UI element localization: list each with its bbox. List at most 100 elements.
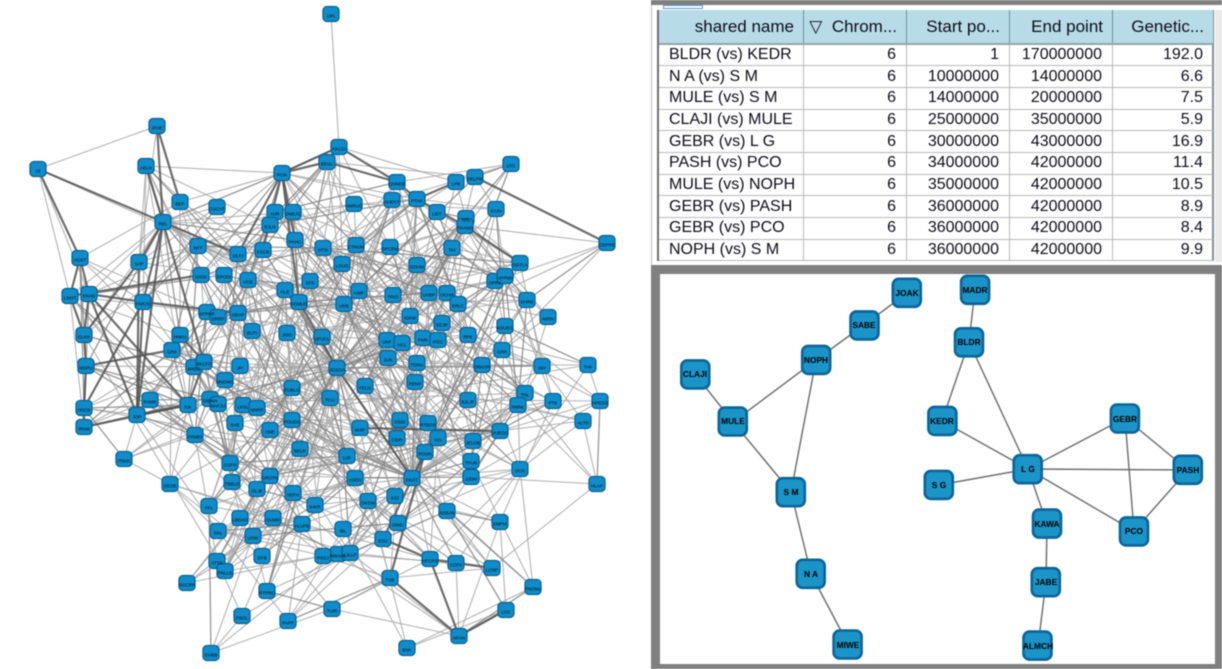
svg-text:AELH: AELH [140,166,152,171]
svg-text:RPK: RPK [463,335,472,340]
svg-text:JGSOA: JGSOA [329,368,344,373]
svg-text:COFK: COFK [450,563,463,568]
svg-text:RTBOS: RTBOS [420,423,435,428]
svg-text:JFHE: JFHE [151,126,162,131]
svg-text:FNRJS: FNRJS [136,302,151,307]
svg-text:NSBJN: NSBJN [440,511,455,516]
svg-text:SFS: SFS [306,281,315,286]
svg-text:RMAHC: RMAHC [330,554,347,559]
svg-text:LIDT: LIDT [432,212,442,217]
svg-text:MSPU: MSPU [79,366,92,371]
svg-text:KAWA: KAWA [1034,519,1059,529]
svg-text:AIMF: AIMF [354,291,365,296]
svg-text:UKF: UKF [383,340,392,345]
svg-text:PENP: PENP [409,382,421,387]
svg-text:REL: REL [159,222,168,227]
svg-text:OLTJ: OLTJ [233,254,244,259]
svg-text:JABE: JABE [1035,577,1058,587]
svg-text:PNONU: PNONU [525,587,541,592]
svg-text:BUTI: BUTI [247,331,257,336]
svg-text:IHKR: IHKR [310,505,322,510]
svg-text:EJLN: EJLN [264,225,275,230]
svg-text:OCHR: OCHR [440,293,454,298]
svg-text:GRR: GRR [497,350,508,355]
svg-text:SEFH: SEFH [287,493,299,498]
svg-text:KKLGI: KKLGI [332,147,345,152]
svg-text:PCO: PCO [1125,526,1144,536]
svg-text:AGGT: AGGT [74,258,87,263]
svg-text:ADEN: ADEN [349,478,362,483]
svg-text:JJDM: JJDM [465,477,477,482]
svg-text:GFCRM: GFCRM [382,247,399,252]
svg-text:MIWE: MIWE [837,640,860,650]
svg-text:HNE: HNE [265,430,275,435]
svg-text:HFCRS: HFCRS [422,559,438,564]
svg-text:S M: S M [784,487,799,497]
svg-text:NMNL: NMNL [512,405,525,410]
svg-text:UFPNN: UFPNN [497,276,513,281]
svg-text:IGKM: IGKM [404,316,416,321]
svg-text:MADR: MADR [962,285,987,295]
svg-text:RTPRC: RTPRC [259,591,275,596]
svg-text:TDNU: TDNU [411,363,424,368]
svg-text:JUN: JUN [384,358,393,363]
svg-text:JSIO: JSIO [282,333,293,338]
svg-text:SCI: SCI [434,438,442,443]
svg-text:ICUN: ICUN [491,209,502,214]
svg-text:UFUCL: UFUCL [314,337,329,342]
svg-text:CIDR: CIDR [392,438,404,443]
svg-text:IRNM: IRNM [78,427,90,432]
svg-text:OCG: OCG [515,469,526,474]
svg-text:BJLJF: BJLJF [462,400,475,405]
svg-text:EKOT: EKOT [406,478,419,483]
svg-text:OKOM: OKOM [361,501,375,506]
svg-text:GIGD: GIGD [195,275,207,280]
svg-text:IJI: IJI [36,169,41,174]
svg-text:LOUG: LOUG [336,264,349,269]
svg-text:UTC: UTC [506,164,516,169]
svg-text:HJR: HJR [271,212,280,217]
svg-text:MAFJU: MAFJU [211,404,226,409]
svg-text:TAK: TAK [584,365,592,370]
svg-text:POUDO: POUDO [284,420,301,425]
svg-text:DNEJG: DNEJG [285,212,301,217]
svg-text:EPODI: EPODI [217,275,231,280]
svg-text:L G: L G [1021,464,1035,474]
svg-text:CTNOM: CTNOM [348,245,365,250]
svg-text:JELOB: JELOB [466,441,480,446]
svg-text:TRIO: TRIO [388,295,399,300]
svg-text:SAP: SAP [134,262,143,267]
svg-text:NFT: NFT [194,246,203,251]
svg-text:KDUEG: KDUEG [497,326,514,331]
svg-text:OEHP: OEHP [232,313,245,318]
svg-text:N A: N A [804,569,818,579]
svg-text:JOP: JOP [133,415,142,420]
svg-text:PAMR: PAMR [144,400,157,405]
svg-text:TKI: TKI [448,248,455,253]
svg-text:GNNDB: GNNDB [389,182,405,187]
svg-text:TUIR: TUIR [327,609,338,614]
svg-text:ODPPE: ODPPE [599,243,615,248]
svg-text:GKL: GKL [213,531,223,536]
svg-text:ATTG: ATTG [211,561,223,566]
svg-text:EEJR: EEJR [436,323,448,328]
svg-text:NFAN: NFAN [453,636,465,641]
svg-text:EMPM: EMPM [493,522,507,527]
svg-text:PBOL: PBOL [236,616,249,621]
svg-text:CUCAT: CUCAT [209,207,224,212]
svg-text:HDCB: HDCB [78,408,91,413]
svg-text:DGCRR: DGCRR [179,583,196,588]
svg-text:ALMCH: ALMCH [1023,641,1053,651]
svg-text:ALTD: ALTD [577,421,589,426]
svg-text:OBKHR: OBKHR [474,365,491,370]
svg-text:BKLFO: BKLFO [197,362,212,367]
svg-text:HNKU: HNKU [174,335,187,340]
svg-text:ISH: ISH [538,366,546,371]
svg-text:UHBP: UHBP [423,293,436,298]
svg-text:BSK: BSK [402,648,411,653]
svg-text:GLKK: GLKK [78,335,90,340]
svg-text:BEGL: BEGL [321,162,334,167]
svg-text:FRMEI: FRMEI [188,435,202,440]
svg-text:SABE: SABE [852,320,876,330]
svg-text:HPESO: HPESO [592,401,608,406]
